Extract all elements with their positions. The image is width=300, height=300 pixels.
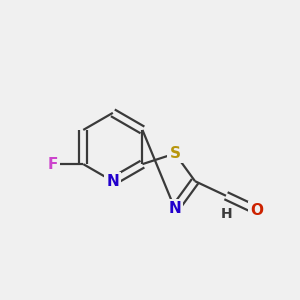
Text: O: O [250,203,263,218]
Text: F: F [47,157,58,172]
Text: N: N [169,201,181,216]
Text: S: S [169,146,181,161]
Text: H: H [221,207,232,220]
Text: N: N [106,174,119,189]
